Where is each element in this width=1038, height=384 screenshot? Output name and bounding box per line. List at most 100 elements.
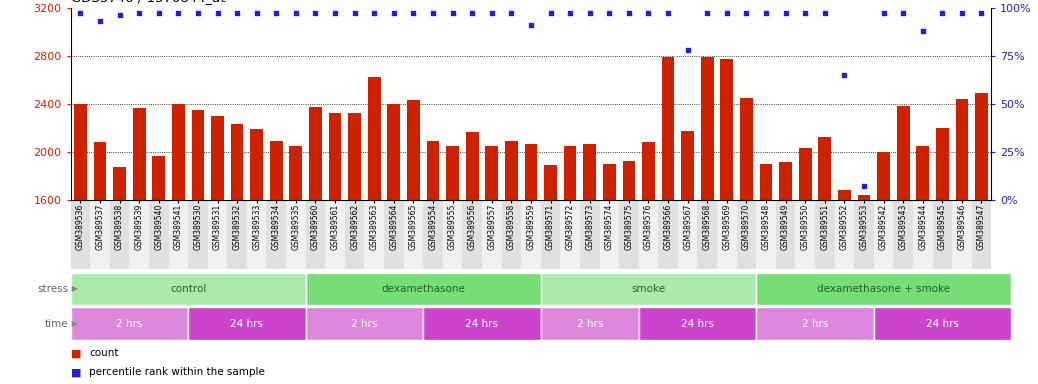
Bar — [208, 200, 227, 269]
Bar — [583, 144, 596, 200]
Point — [484, 10, 500, 17]
Bar — [427, 141, 439, 200]
Point — [307, 10, 324, 17]
Point — [151, 10, 167, 17]
Point — [523, 22, 540, 28]
Bar — [972, 200, 991, 269]
Bar — [501, 200, 521, 269]
Bar — [580, 200, 600, 269]
Bar — [443, 200, 462, 269]
Point — [797, 10, 814, 17]
Bar — [775, 200, 795, 269]
Bar — [247, 200, 267, 269]
Bar — [270, 141, 282, 200]
Bar — [681, 131, 694, 200]
Bar — [286, 200, 305, 269]
Point — [327, 10, 344, 17]
Point — [954, 10, 971, 17]
Text: time: time — [45, 318, 69, 329]
Bar — [130, 200, 148, 269]
Text: 24 hrs: 24 hrs — [681, 318, 714, 329]
Bar — [874, 307, 1011, 340]
Point — [621, 10, 637, 17]
Point — [679, 47, 695, 53]
Bar — [446, 146, 459, 200]
Text: ▶: ▶ — [69, 319, 78, 328]
Point — [974, 10, 990, 17]
Bar — [290, 146, 302, 200]
Bar — [482, 200, 501, 269]
Bar — [521, 200, 541, 269]
Bar — [854, 200, 874, 269]
Point — [111, 12, 128, 18]
Bar — [192, 110, 204, 200]
Bar — [407, 100, 419, 200]
Bar — [541, 273, 757, 305]
Bar — [211, 116, 224, 200]
Bar — [975, 93, 988, 200]
Point — [210, 10, 226, 17]
Point — [268, 10, 284, 17]
Point — [660, 10, 677, 17]
Bar — [757, 307, 874, 340]
Bar — [387, 104, 401, 200]
Bar — [148, 200, 168, 269]
Bar — [561, 200, 580, 269]
Point — [347, 10, 363, 17]
Bar — [638, 307, 757, 340]
Point — [228, 10, 245, 17]
Bar — [504, 141, 518, 200]
Bar — [153, 157, 165, 200]
Text: count: count — [89, 348, 118, 358]
Point — [444, 10, 461, 17]
Bar — [838, 190, 851, 200]
Bar — [623, 161, 635, 200]
Point — [758, 10, 774, 17]
Text: ■: ■ — [71, 367, 81, 377]
Bar — [877, 152, 890, 200]
Point — [425, 10, 441, 17]
Bar — [345, 200, 364, 269]
Text: 2 hrs: 2 hrs — [801, 318, 828, 329]
Bar — [638, 200, 658, 269]
Bar — [424, 307, 541, 340]
Point — [581, 10, 598, 17]
Point — [895, 10, 911, 17]
Point — [288, 10, 304, 17]
Bar — [524, 144, 538, 200]
Bar — [857, 195, 870, 200]
Text: stress: stress — [37, 284, 69, 294]
Bar — [172, 104, 185, 200]
Text: 2 hrs: 2 hrs — [576, 318, 603, 329]
Bar — [658, 200, 678, 269]
Text: 2 hrs: 2 hrs — [116, 318, 142, 329]
Point — [170, 10, 187, 17]
Bar — [740, 98, 753, 200]
Point — [190, 10, 207, 17]
Point — [562, 10, 578, 17]
Point — [464, 10, 481, 17]
Point — [777, 10, 794, 17]
Bar — [71, 307, 188, 340]
Bar — [544, 165, 557, 200]
Bar — [661, 57, 675, 200]
Bar — [486, 146, 498, 200]
Bar — [384, 200, 404, 269]
Bar — [110, 200, 130, 269]
Bar — [643, 142, 655, 200]
Bar — [757, 273, 1011, 305]
Bar — [835, 200, 854, 269]
Bar — [168, 200, 188, 269]
Bar — [305, 200, 325, 269]
Point — [640, 10, 657, 17]
Bar — [133, 109, 145, 200]
Bar — [603, 164, 616, 200]
Bar — [956, 99, 968, 200]
Bar — [913, 200, 932, 269]
Bar — [305, 307, 424, 340]
Point — [601, 10, 618, 17]
Bar — [424, 200, 443, 269]
Point — [131, 10, 147, 17]
Bar — [349, 113, 361, 200]
Bar — [897, 106, 909, 200]
